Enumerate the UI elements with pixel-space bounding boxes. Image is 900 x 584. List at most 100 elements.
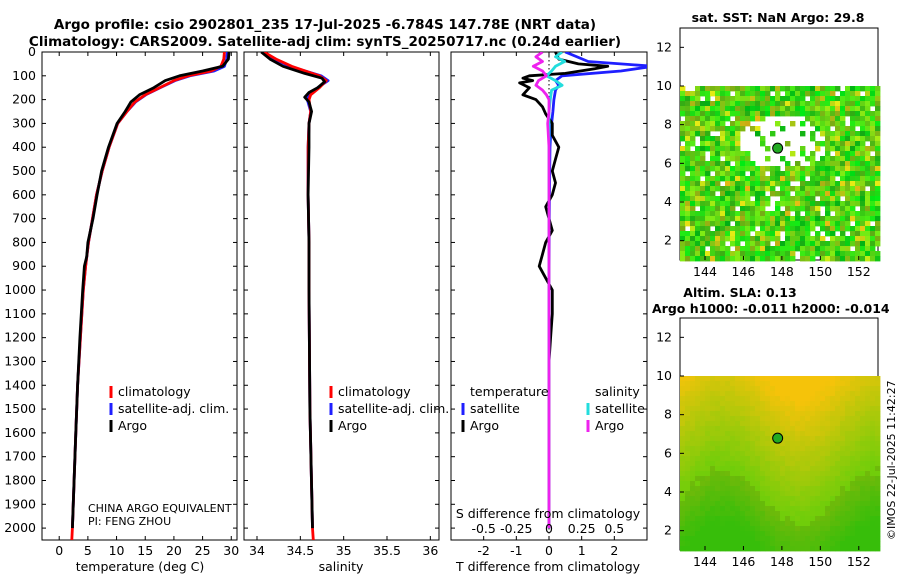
map-cell xyxy=(800,411,806,417)
map-cell xyxy=(830,546,836,552)
map-cell xyxy=(825,121,831,127)
map-cell xyxy=(710,146,716,152)
map-cell xyxy=(825,146,831,152)
map-cell xyxy=(690,491,696,497)
map-cell xyxy=(760,546,766,552)
map-cell xyxy=(825,521,831,527)
map-cell xyxy=(815,141,821,147)
map-cell xyxy=(710,116,716,122)
map-cell xyxy=(710,401,716,407)
map-cell xyxy=(705,431,711,437)
map-cell xyxy=(855,201,861,207)
map-cell xyxy=(875,216,881,222)
map-cell xyxy=(845,221,851,227)
map-cell xyxy=(720,106,726,112)
map-cell xyxy=(820,121,826,127)
map-cell xyxy=(775,456,781,462)
map-cell xyxy=(695,251,701,257)
map-cell xyxy=(725,171,731,177)
map-cell xyxy=(790,501,796,507)
map-cell xyxy=(820,476,826,482)
map-cell xyxy=(845,186,851,192)
map-cell xyxy=(755,181,761,187)
map-cell xyxy=(830,246,836,252)
map-cell xyxy=(780,541,786,547)
map-cell xyxy=(875,521,881,527)
map-cell xyxy=(860,201,866,207)
map-cell xyxy=(700,501,706,507)
map-cell xyxy=(765,201,771,207)
map-cell xyxy=(870,131,876,137)
map-cell xyxy=(690,166,696,172)
map-cell xyxy=(720,396,726,402)
map-cell xyxy=(825,436,831,442)
map-cell xyxy=(760,541,766,547)
map-cell xyxy=(795,111,801,117)
map-cell xyxy=(705,221,711,227)
map-cell xyxy=(785,256,791,262)
map-cell xyxy=(755,526,761,532)
map-cell xyxy=(765,476,771,482)
map-cell xyxy=(845,516,851,522)
map-cell xyxy=(735,466,741,472)
map-cell xyxy=(845,521,851,527)
map-cell xyxy=(835,521,841,527)
map-cell xyxy=(695,211,701,217)
map-cell xyxy=(795,496,801,502)
map-cell xyxy=(875,431,881,437)
map-cell xyxy=(720,101,726,107)
sst-panel-title: sat. SST: NaN Argo: 29.8 xyxy=(692,10,865,25)
map-cell xyxy=(805,91,811,97)
map-cell xyxy=(815,386,821,392)
map-cell xyxy=(805,481,811,487)
legend-label-argo: Argo xyxy=(338,418,367,433)
map-cell xyxy=(690,411,696,417)
map-cell xyxy=(785,426,791,432)
map-cell xyxy=(820,141,826,147)
map-cell xyxy=(830,376,836,382)
map-cell xyxy=(810,411,816,417)
map-cell xyxy=(875,186,881,192)
map-cell xyxy=(805,461,811,467)
map-cell xyxy=(845,131,851,137)
map-cell xyxy=(705,421,711,427)
map-cell xyxy=(680,441,686,447)
map-cell xyxy=(705,486,711,492)
map-cell xyxy=(840,251,846,257)
map-cell xyxy=(710,246,716,252)
map-cell xyxy=(715,436,721,442)
map-cell xyxy=(750,461,756,467)
map-cell xyxy=(685,516,691,522)
series-line-argo xyxy=(260,52,327,529)
map-cell xyxy=(875,376,881,382)
map-cell xyxy=(865,436,871,442)
map-cell xyxy=(740,251,746,257)
map-cell xyxy=(720,511,726,517)
map-cell xyxy=(760,176,766,182)
map-cell xyxy=(820,466,826,472)
map-cell xyxy=(680,386,686,392)
map-cell xyxy=(755,451,761,457)
map-x-tick-label: 144 xyxy=(693,264,717,279)
map-cell xyxy=(840,461,846,467)
map-cell xyxy=(740,531,746,537)
map-cell xyxy=(815,126,821,132)
map-cell xyxy=(780,186,786,192)
map-cell xyxy=(715,441,721,447)
map-cell xyxy=(815,491,821,497)
map-cell xyxy=(840,216,846,222)
map-cell xyxy=(680,86,686,92)
map-cell xyxy=(695,521,701,527)
map-cell xyxy=(685,546,691,552)
map-cell xyxy=(735,501,741,507)
map-cell xyxy=(755,206,761,212)
map-cell xyxy=(765,461,771,467)
map-cell xyxy=(875,191,881,197)
map-cell xyxy=(825,91,831,97)
map-cell xyxy=(740,546,746,552)
map-cell xyxy=(730,406,736,412)
map-cell xyxy=(820,86,826,92)
map-cell xyxy=(770,86,776,92)
map-cell xyxy=(800,381,806,387)
map-cell xyxy=(730,521,736,527)
